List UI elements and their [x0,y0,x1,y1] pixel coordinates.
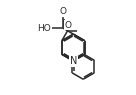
Text: N: N [70,56,77,66]
Text: O: O [59,7,66,16]
Text: O: O [64,21,71,30]
Text: HO: HO [37,24,51,33]
